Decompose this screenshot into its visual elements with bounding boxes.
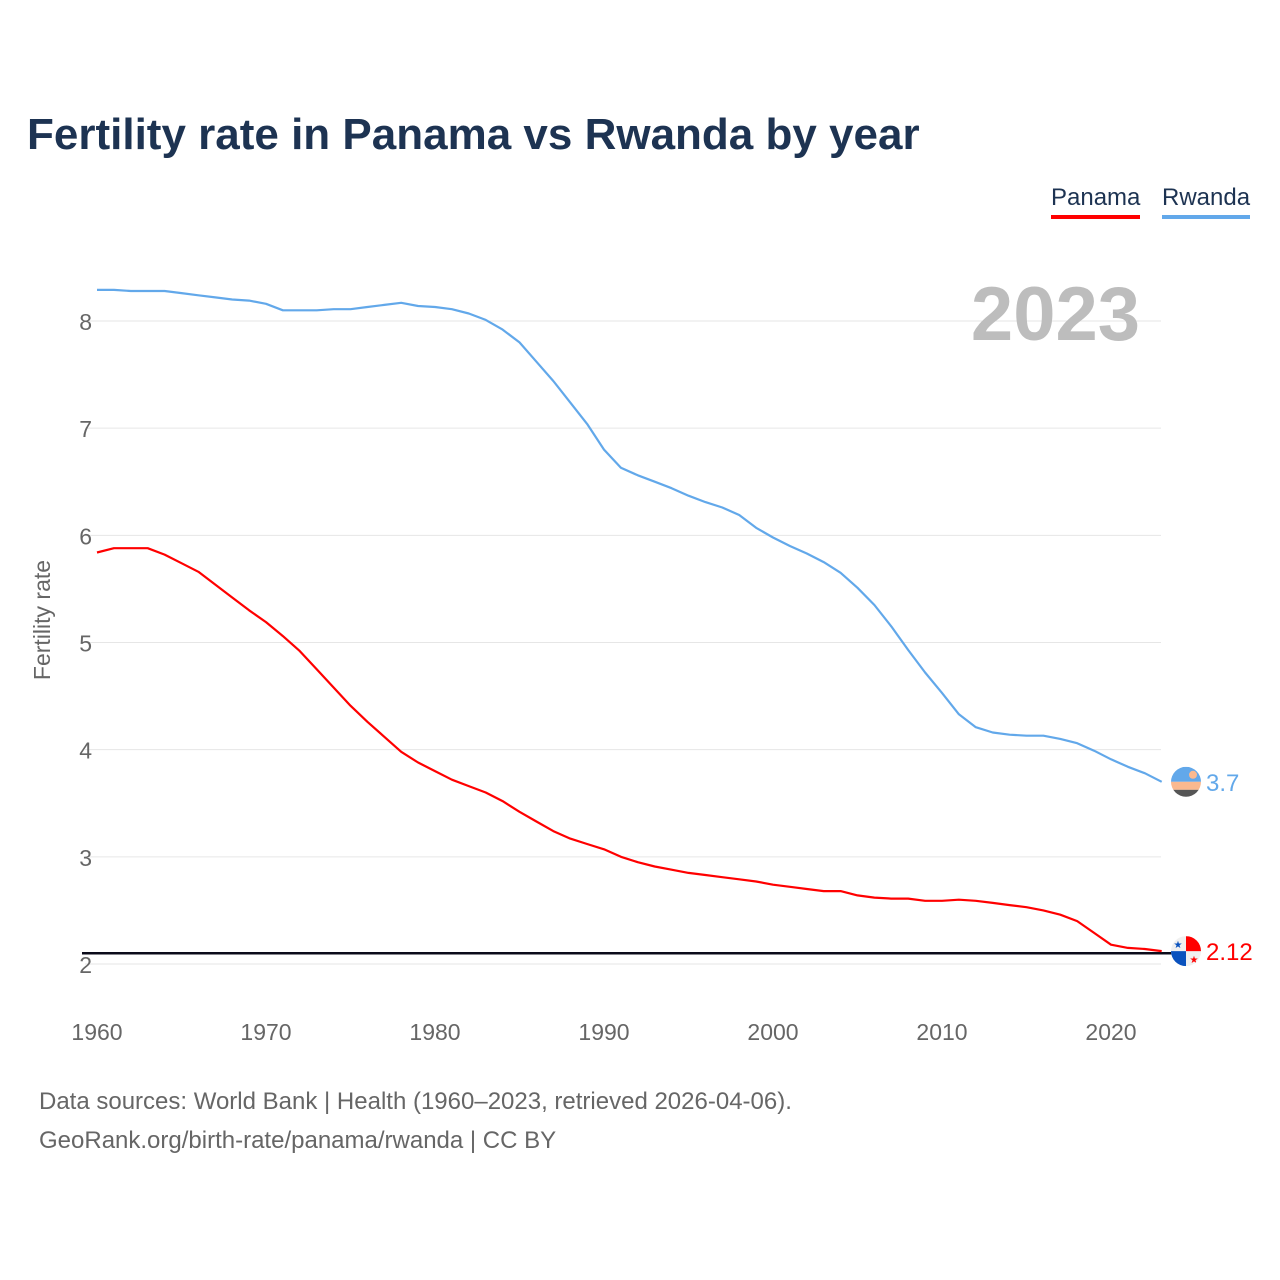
y-tick-label: 6 — [79, 523, 92, 549]
flag-star: ★ — [1190, 955, 1199, 966]
y-tick-label: 4 — [79, 738, 92, 764]
series-line-panama — [96, 547, 1162, 953]
flag-body: ★★ — [1171, 936, 1201, 967]
panama-flag-icon: ★★ — [1171, 936, 1201, 967]
flag-body — [1171, 766, 1201, 797]
flag-star: ★ — [1174, 940, 1183, 951]
x-tick-label: 2010 — [916, 1019, 967, 1045]
flag-sun — [1189, 770, 1197, 779]
flag-stripe — [1171, 781, 1201, 790]
series-line-rwanda — [97, 288, 1163, 783]
y-tick-label: 2 — [79, 952, 92, 978]
legend-rwanda[interactable]: Rwanda — [1162, 184, 1251, 219]
year-label: 2023 — [971, 272, 1140, 357]
x-tick-label: 1970 — [240, 1019, 291, 1045]
legend-panama[interactable]: Panama — [1051, 184, 1141, 219]
flag-quarter — [1186, 936, 1201, 952]
chart-title: Fertility rate in Panama vs Rwanda by ye… — [27, 110, 920, 159]
x-tick-label: 1990 — [578, 1019, 629, 1045]
y-tick-label: 5 — [79, 630, 92, 656]
x-tick-label: 1960 — [71, 1019, 122, 1045]
x-tick-label: 2020 — [1085, 1019, 1136, 1045]
end-value-label: 3.7 — [1206, 770, 1239, 797]
y-axis-label: Fertility rate — [29, 560, 55, 680]
x-tick-label: 2000 — [747, 1019, 798, 1045]
y-tick-label: 3 — [79, 845, 92, 871]
flag-quarter — [1171, 951, 1186, 967]
rwanda-flag-icon — [1171, 766, 1201, 797]
footer-sources: Data sources: World Bank | Health (1960–… — [39, 1088, 792, 1115]
footer-link[interactable]: GeoRank.org/birth-rate/panama/rwanda | C… — [39, 1127, 557, 1154]
y-tick-label: 7 — [79, 416, 92, 442]
x-tick-label: 1980 — [409, 1019, 460, 1045]
end-value-label: 2.12 — [1206, 939, 1253, 966]
flag-stripe — [1171, 789, 1201, 797]
y-tick-label: 8 — [79, 309, 92, 335]
